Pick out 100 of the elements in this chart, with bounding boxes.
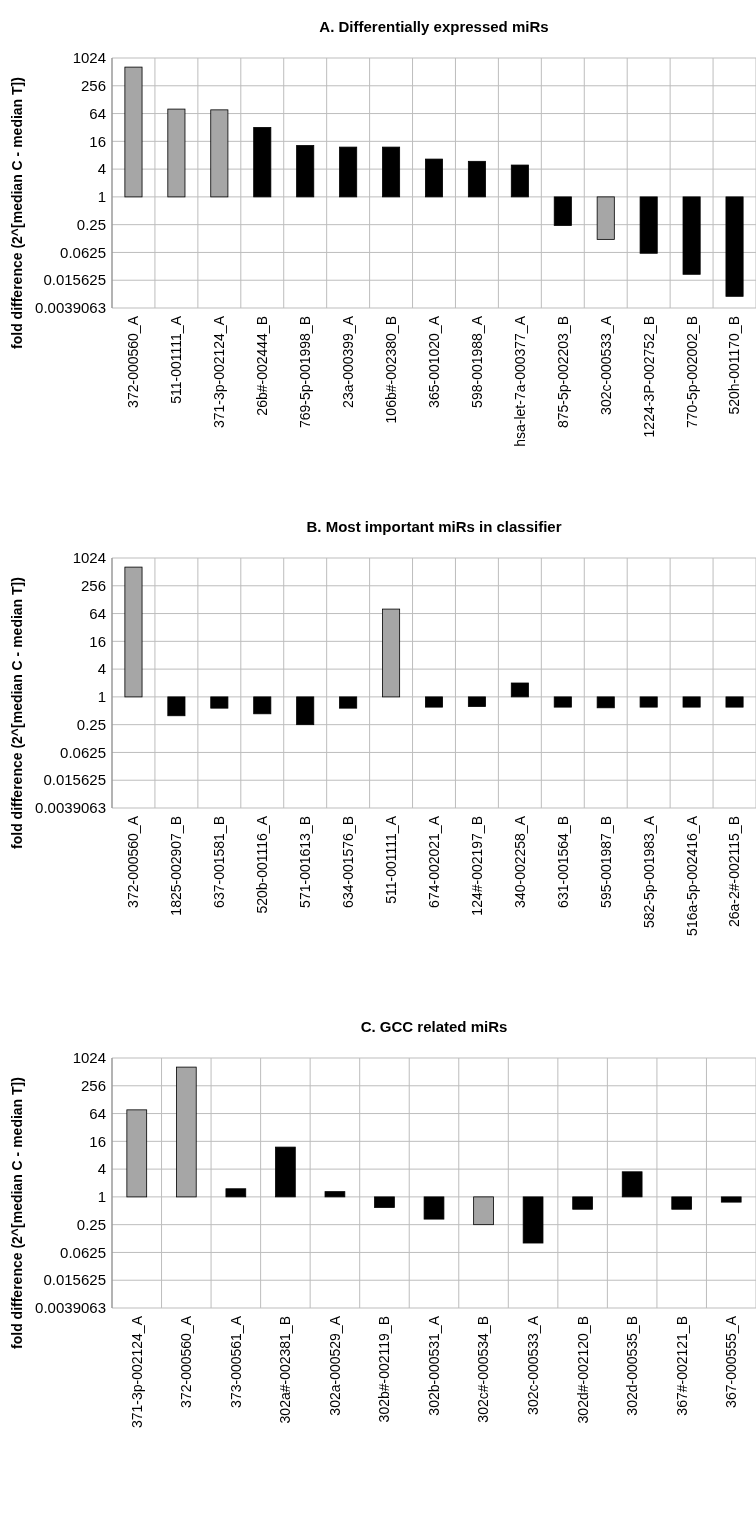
y-tick-label: 0.015625 [43,271,106,289]
y-tick-label: 1024 [72,1049,106,1067]
y-tick-label: 4 [97,660,106,678]
y-tick-label: 0.0039063 [35,299,106,317]
bar [253,696,272,715]
bar [167,108,186,198]
x-tick-label: 511-001111_A [168,315,185,404]
y-tick-label: 0.0625 [60,743,106,761]
x-tick-label: 371-3p-002124_A [128,1315,145,1429]
x-tick-label: 302a-000529_A [326,1315,343,1416]
y-tick-label: 64 [89,604,106,622]
bar [176,1066,197,1198]
y-axis-title: fold difference (2^[median C - median T]) [9,1077,25,1349]
x-tick-label: 372-000560_A [178,1315,195,1408]
bar [210,696,229,709]
bar [275,1146,296,1198]
y-axis-title: fold difference (2^[median C - median T]) [9,577,25,849]
chart-title: C. GCC related miRs [360,1018,508,1035]
y-tick-label: 256 [80,1077,106,1095]
bar [225,1188,247,1198]
x-tick-label: 302b#-002119_B [376,1316,393,1423]
y-tick-label: 0.0625 [60,243,106,261]
x-tick-label: 106b#-002380_B [382,316,399,424]
x-tick-label: 1825-002907_B [168,816,185,916]
bar [423,1196,445,1220]
chart-title: A. Differentially expressed miRs [319,18,549,35]
y-tick-label: 1 [97,688,106,706]
bar [167,696,186,717]
bar [382,608,401,698]
x-tick-label: 875-5p-002203_B [554,316,571,429]
x-tick-label: 302a#-002381_B [277,1316,294,1424]
bar [296,145,315,198]
bar [126,1109,148,1198]
bar [425,158,443,198]
x-tick-label: 302d#-002120_B [574,1316,591,1424]
x-tick-label: 373-000561_A [227,1315,244,1408]
x-tick-label: 674-002021_A [425,815,442,908]
y-tick-label: 1024 [72,49,106,67]
y-tick-label: 16 [89,632,106,650]
y-tick-label: 1 [97,188,106,206]
x-tick-label: 595-001987_B [597,816,614,908]
y-axis-title: fold difference (2^[median C - median T]) [9,77,25,349]
y-tick-label: 0.25 [76,1215,106,1233]
y-tick-label: 64 [89,1104,106,1122]
x-tick-label: 637-001581_B [211,816,228,908]
bar [596,196,615,240]
bar [553,696,572,708]
x-tick-label: 365-001020_A [425,315,442,408]
bar [553,196,572,226]
bar [124,566,143,698]
x-tick-label: 371-3p-002124_A [211,315,228,429]
x-tick-label: 302c#-000534_B [475,1316,492,1423]
x-tick-label: 26b#-002444_B [254,316,271,416]
bar [510,164,529,198]
bar [572,1196,593,1210]
bar [467,160,486,198]
bar [725,696,744,708]
x-tick-label: 516a-5p-002416_A [683,815,700,936]
bar [682,196,701,275]
x-tick-label: 372-000560_A [125,815,142,908]
y-tick-label: 0.015625 [43,771,106,789]
bar [296,696,315,726]
x-tick-label: 302c-000533_A [524,1315,541,1415]
bar [510,682,529,698]
y-tick-label: 16 [89,1132,106,1150]
x-tick-label: 571-001613_B [297,816,314,908]
y-tick-label: 1024 [72,549,106,567]
bar [639,196,658,254]
bar [682,696,701,708]
x-tick-label: 520h-001170_B [726,316,743,415]
x-tick-label: hsa-let-7a-000377_A [511,315,528,447]
y-tick-label: 0.0039063 [35,1299,106,1317]
y-tick-label: 1 [97,1188,106,1206]
y-tick-label: 0.0625 [60,1243,106,1261]
x-tick-label: 340-002258_A [511,815,528,908]
bar [382,146,401,198]
bar [621,1171,643,1198]
x-tick-label: 372-000560_A [125,315,142,408]
x-tick-label: 520b-001116_A [254,815,271,914]
y-tick-label: 0.25 [76,715,106,733]
x-tick-label: 302c-000533_A [597,315,614,415]
x-tick-label: 598-001988_A [468,315,485,408]
x-tick-label: 124#-002197_B [468,816,485,916]
x-tick-label: 511-001111_A [382,815,399,904]
x-tick-label: 302b-000531_A [425,1315,442,1416]
x-tick-label: 367#-002121_B [673,1316,690,1416]
x-tick-label: 302d-000535_B [624,1316,641,1416]
y-tick-label: 4 [97,160,106,178]
x-tick-label: 582-5p-001983_A [640,815,657,929]
bar [467,696,486,707]
y-tick-label: 256 [80,77,106,95]
x-tick-label: 23a-000399_A [340,315,357,408]
bar [324,1191,346,1198]
y-tick-label: 0.015625 [43,1271,106,1289]
bar [639,696,658,708]
x-tick-label: 770-5p-002002_B [683,316,700,429]
x-tick-label: 631-001564_B [554,816,571,908]
bar [596,696,615,709]
bar [473,1196,494,1226]
x-tick-label: 26a-2#-002115_B [726,816,743,928]
